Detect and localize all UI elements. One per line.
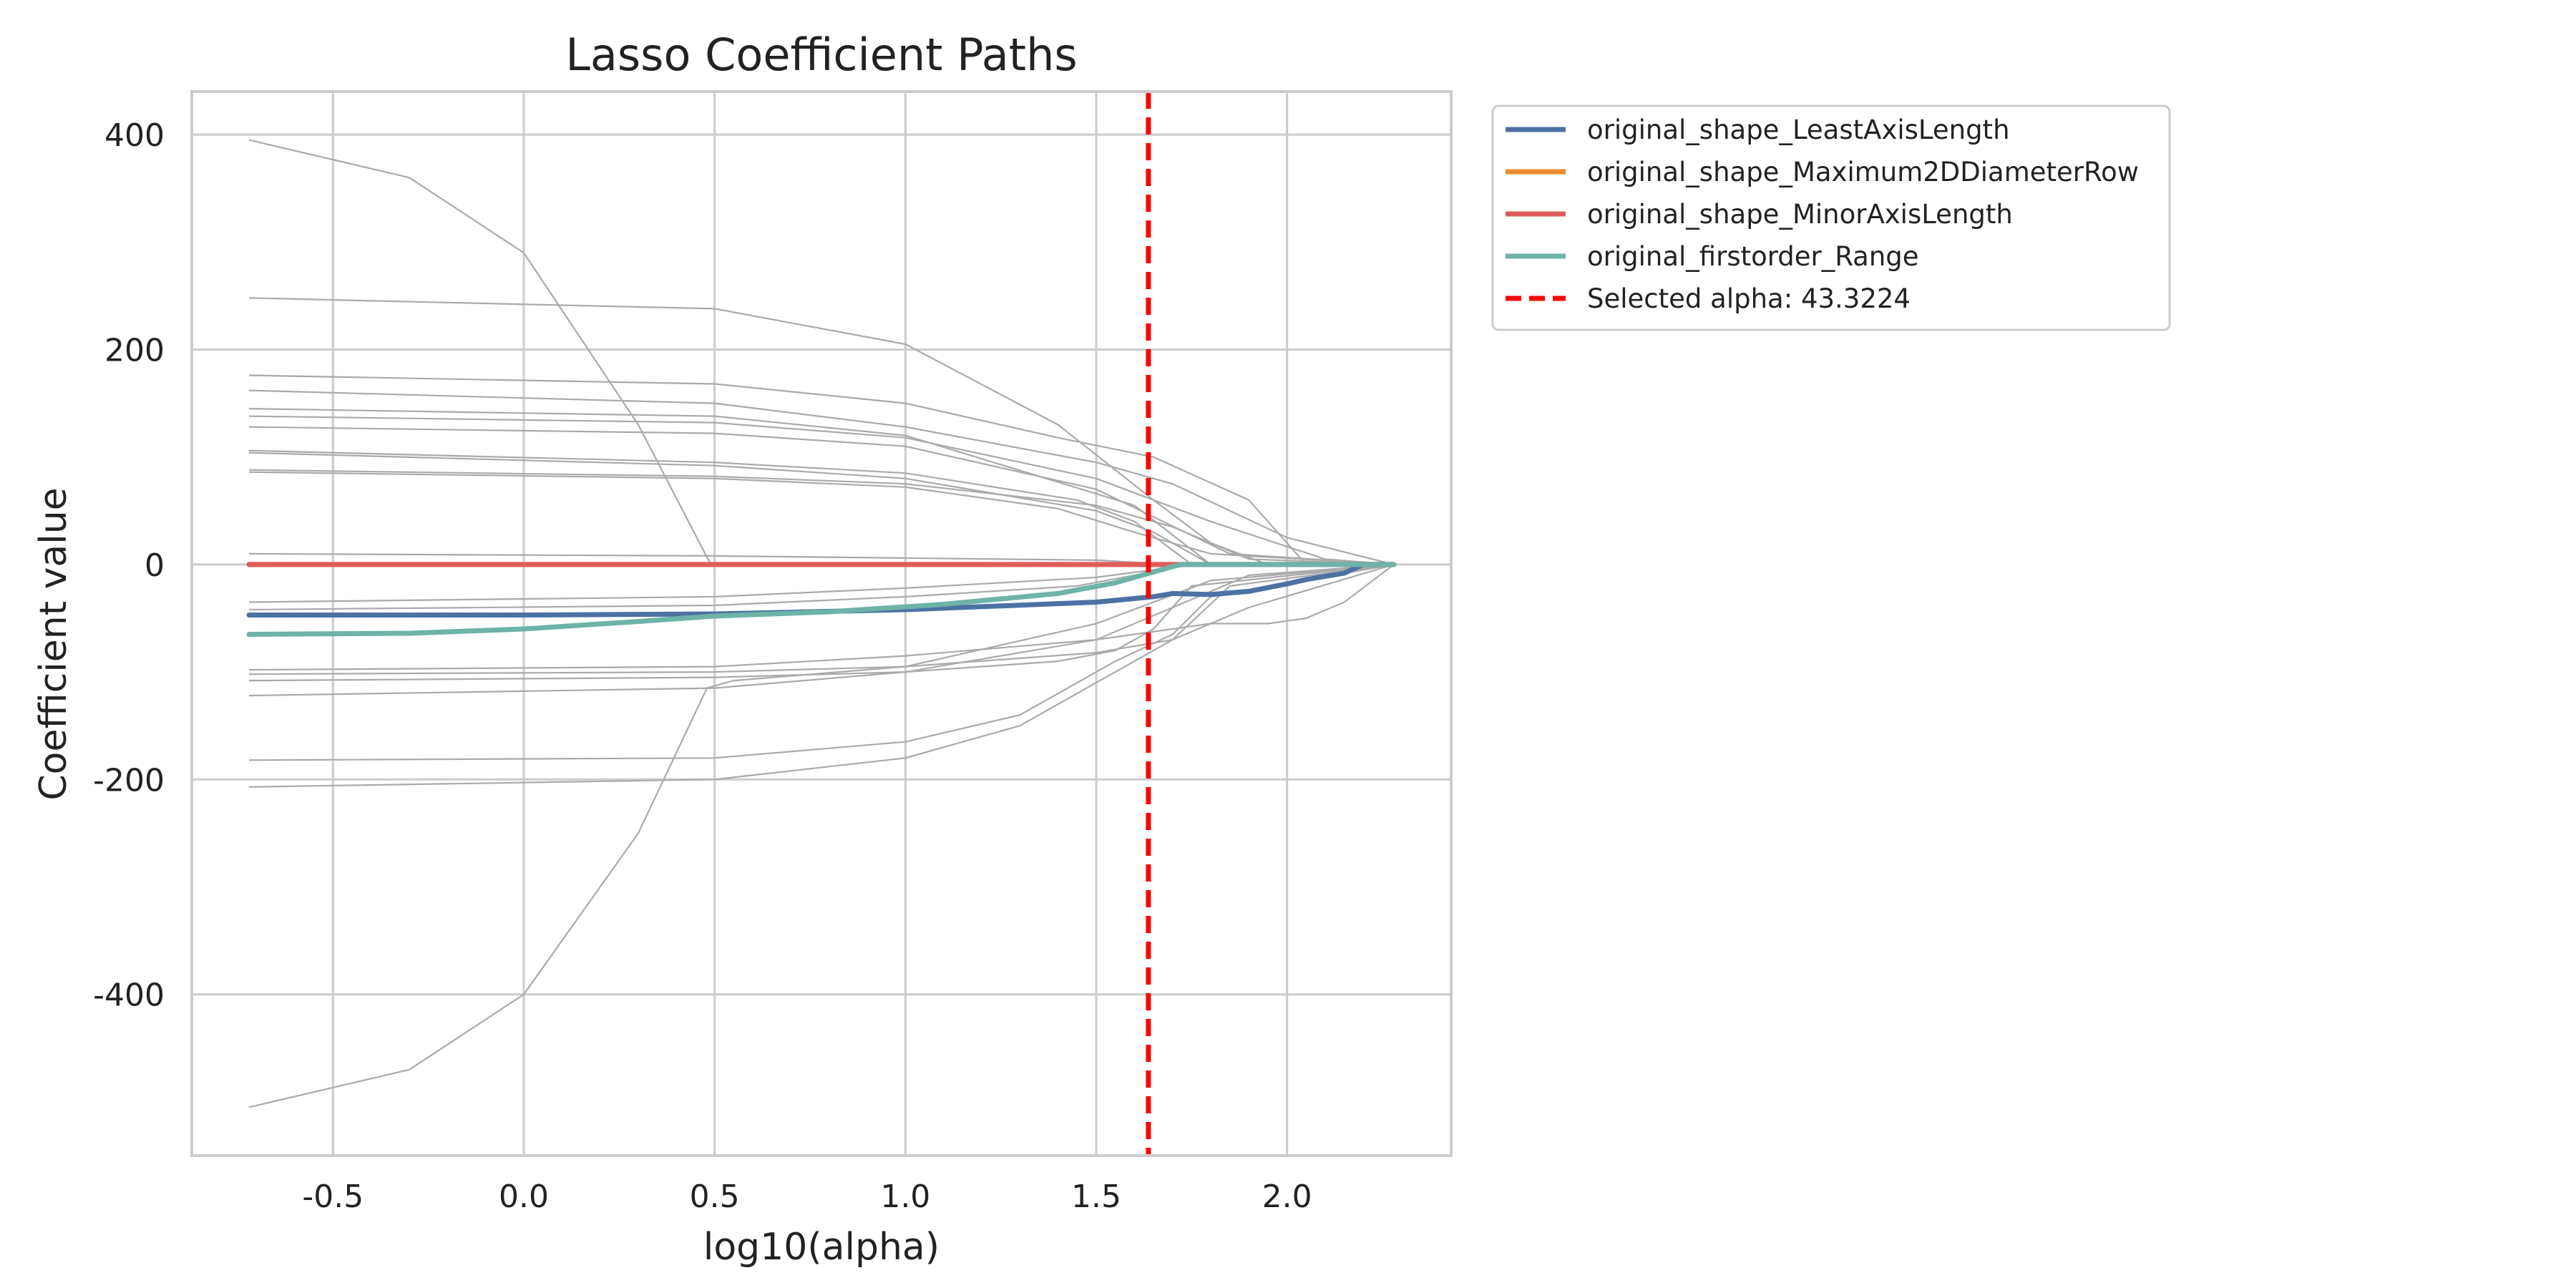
plot-frame: [190, 90, 1453, 1157]
y-tick-label: -400: [93, 977, 165, 1014]
x-tick-label: 1.0: [880, 1179, 930, 1215]
x-tick-label: 1.5: [1071, 1179, 1121, 1215]
background-path: [248, 297, 1394, 565]
background-path: [248, 374, 1394, 565]
x-tick-label: 0.5: [690, 1179, 740, 1215]
x-axis-label: log10(alpha): [703, 1226, 940, 1269]
series-line-original-firstorder-range: [246, 562, 1397, 637]
legend: original_shape_LeastAxisLength original_s…: [1491, 104, 2171, 331]
background-path: [248, 389, 1395, 565]
legend-label: original_shape_LeastAxisLength: [1587, 114, 2010, 145]
y-tick-label: 200: [104, 332, 165, 369]
background-path: [248, 415, 1395, 565]
legend-label: original_shape_MinorAxisLength: [1587, 199, 2013, 230]
y-tick-label: -200: [93, 762, 165, 799]
background-path: [248, 563, 1395, 675]
background-path: [248, 563, 1395, 761]
legend-label: original_firstorder_Range: [1587, 241, 1919, 272]
background-path: [248, 469, 1395, 565]
background-path: [248, 426, 1395, 565]
legend-box: [1491, 104, 2171, 331]
y-tick-label: 0: [145, 547, 165, 584]
x-tick-label: -0.5: [302, 1179, 364, 1215]
x-tick-label: 2.0: [1262, 1179, 1312, 1215]
legend-label: original_shape_Maximum2DDiameterRow: [1587, 157, 2139, 187]
axis-ticks: -0.5 0.0 0.5 1.0 1.5 2.0 400 200 0 -200 -400: [93, 117, 1312, 1215]
x-tick-label: 0.0: [499, 1179, 549, 1215]
y-tick-label: 400: [104, 117, 165, 154]
highlighted-coefficient-paths: [246, 562, 1397, 637]
background-path: [248, 563, 1395, 697]
background-path: [248, 471, 1395, 565]
chart-title: Lasso Coefficient Paths: [565, 29, 1077, 81]
legend-label-selected-alpha: Selected alpha: 43.3224: [1587, 283, 1911, 314]
background-path: [248, 563, 1395, 1108]
y-axis-label: Coefficient value: [32, 487, 75, 800]
